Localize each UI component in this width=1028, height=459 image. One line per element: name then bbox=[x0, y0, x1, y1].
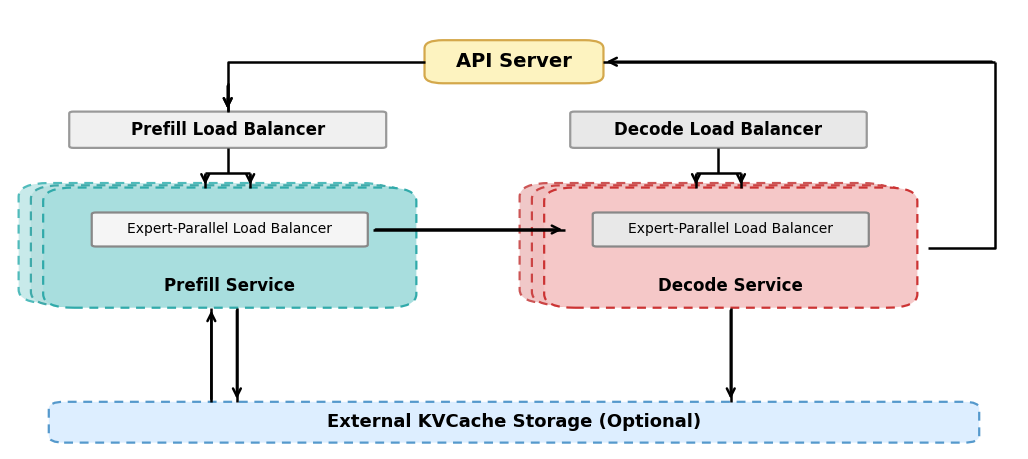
FancyBboxPatch shape bbox=[593, 213, 869, 246]
FancyBboxPatch shape bbox=[43, 188, 416, 308]
Text: Expert-Parallel Load Balancer: Expert-Parallel Load Balancer bbox=[628, 223, 834, 236]
FancyBboxPatch shape bbox=[519, 183, 892, 303]
FancyBboxPatch shape bbox=[91, 213, 368, 246]
Text: Decode Service: Decode Service bbox=[658, 277, 803, 295]
FancyBboxPatch shape bbox=[48, 402, 980, 442]
FancyBboxPatch shape bbox=[31, 185, 404, 305]
FancyBboxPatch shape bbox=[531, 185, 905, 305]
FancyBboxPatch shape bbox=[19, 183, 392, 303]
FancyBboxPatch shape bbox=[425, 40, 603, 83]
FancyBboxPatch shape bbox=[544, 188, 917, 308]
Text: External KVCache Storage (Optional): External KVCache Storage (Optional) bbox=[327, 413, 701, 431]
FancyBboxPatch shape bbox=[69, 112, 387, 148]
Text: API Server: API Server bbox=[456, 52, 572, 71]
Text: Prefill Load Balancer: Prefill Load Balancer bbox=[131, 121, 325, 139]
FancyBboxPatch shape bbox=[571, 112, 867, 148]
Text: Expert-Parallel Load Balancer: Expert-Parallel Load Balancer bbox=[127, 223, 332, 236]
Text: Decode Load Balancer: Decode Load Balancer bbox=[615, 121, 822, 139]
Text: Prefill Service: Prefill Service bbox=[164, 277, 295, 295]
